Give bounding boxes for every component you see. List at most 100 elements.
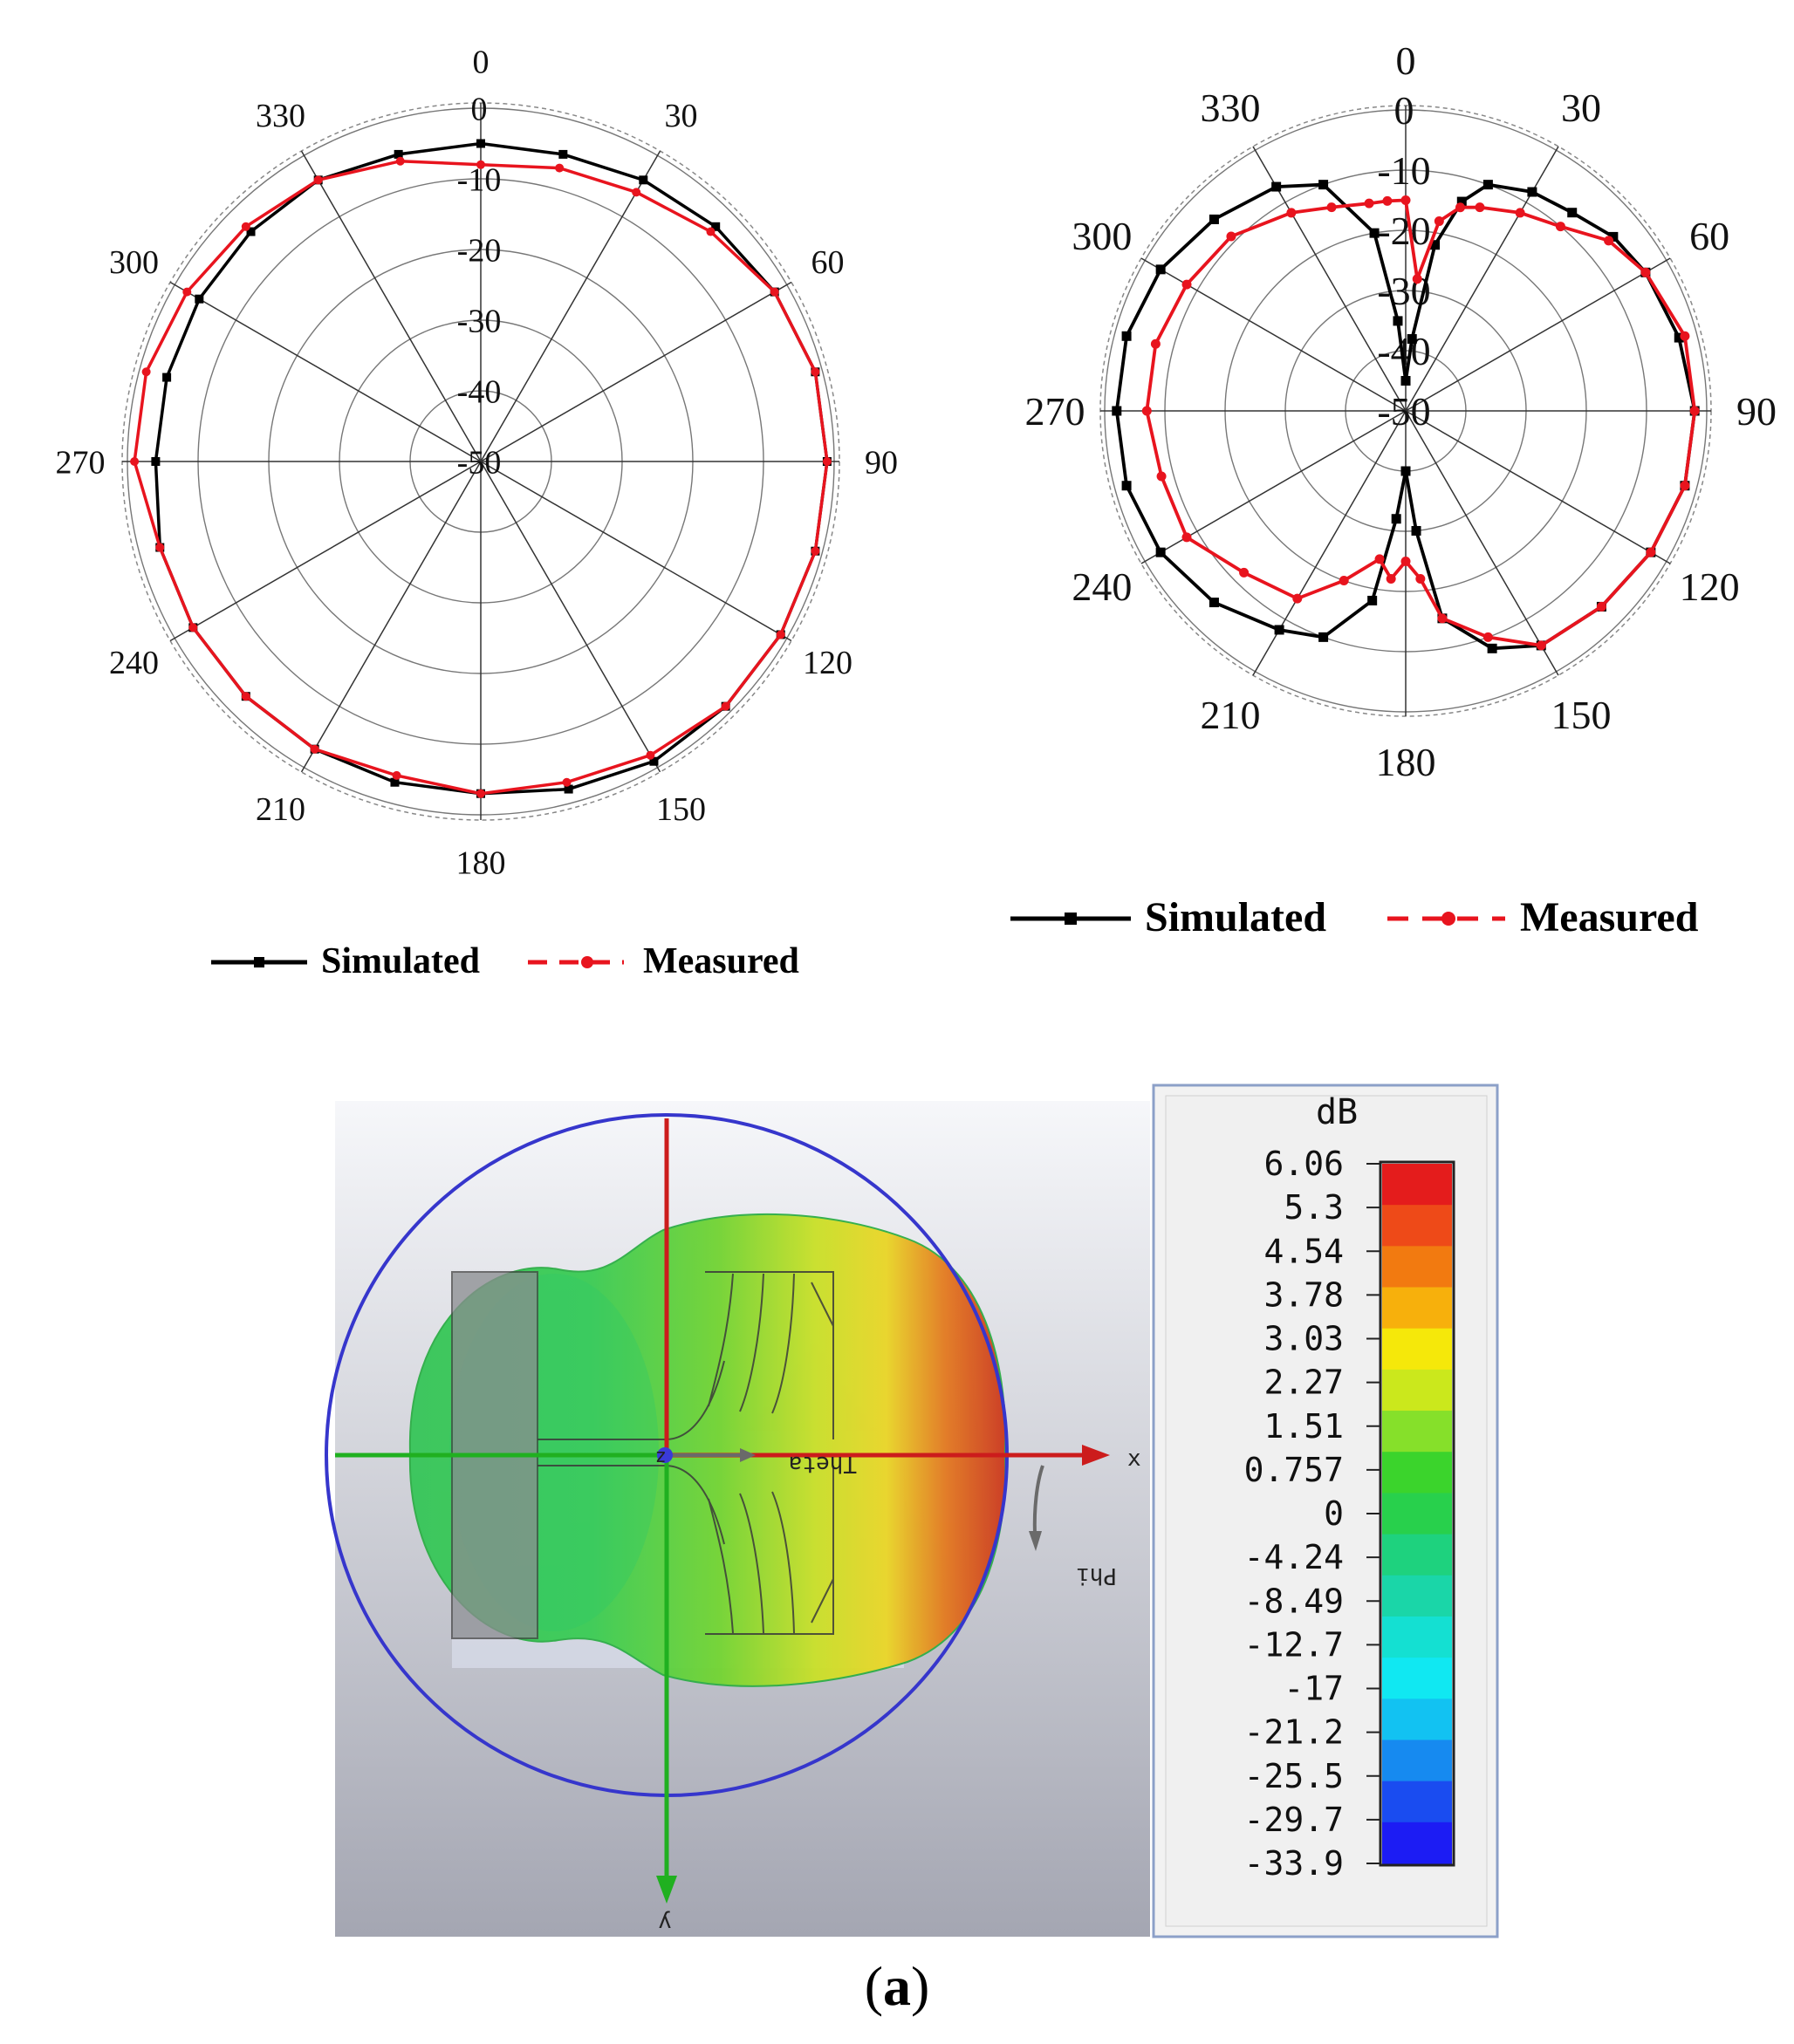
- polar-spoke: [300, 461, 482, 773]
- colorbar-label: 2.27: [1263, 1364, 1344, 1402]
- series-marker-simulated: [1430, 240, 1441, 250]
- angle-tick-label: 300: [109, 244, 159, 281]
- series-marker-measured: [1150, 338, 1161, 349]
- series-marker-simulated: [394, 149, 403, 159]
- angle-tick-label: 300: [1072, 214, 1132, 258]
- series-marker-simulated: [390, 777, 400, 787]
- series-marker-measured: [1412, 274, 1422, 284]
- polar-spoke: [480, 150, 661, 462]
- colorbar-swatch: [1382, 1287, 1452, 1330]
- legend-simulated-label: Simulated: [321, 941, 480, 981]
- angle-tick-label: 30: [1561, 85, 1601, 130]
- series-marker-simulated: [162, 373, 172, 382]
- polar-spoke: [480, 281, 792, 462]
- series-marker-simulated: [1393, 316, 1403, 326]
- radial-tick-label: -20: [457, 232, 502, 269]
- colorbar-swatch: [1382, 1781, 1452, 1823]
- series-marker-measured: [1680, 481, 1690, 491]
- series-marker-simulated: [1674, 332, 1684, 343]
- axis-x-label: x: [1127, 1446, 1141, 1472]
- series-marker-simulated: [649, 756, 659, 766]
- angle-tick-label: 330: [256, 98, 305, 134]
- series-marker-measured: [1286, 208, 1297, 218]
- colorbar-label: 6.06: [1263, 1145, 1344, 1183]
- polar-spoke: [480, 461, 792, 642]
- axis-x-arrowhead: [1082, 1445, 1110, 1466]
- series-marker-measured: [395, 156, 405, 166]
- colorbar-swatch: [1382, 1246, 1452, 1289]
- polar-spoke: [480, 461, 661, 773]
- series-marker-measured: [141, 367, 151, 377]
- radial-tick-label: -30: [457, 303, 502, 339]
- series-marker-simulated: [151, 457, 161, 466]
- angle-tick-label: 210: [1201, 693, 1261, 737]
- series-marker-measured: [130, 457, 140, 466]
- colorbar-label: 0: [1324, 1494, 1344, 1533]
- series-marker-measured: [562, 777, 572, 787]
- angle-tick-label: 30: [665, 98, 698, 134]
- polar-spoke: [169, 281, 482, 462]
- series-marker-measured: [1604, 236, 1614, 246]
- radial-tick-label: 0: [1394, 88, 1414, 133]
- origin-dot: [657, 1447, 673, 1463]
- series-marker-measured: [1226, 231, 1236, 242]
- polar-spoke: [300, 150, 482, 462]
- angle-tick-label: 180: [456, 844, 506, 881]
- series-marker-simulated: [476, 139, 485, 148]
- series-marker-simulated: [1274, 625, 1284, 635]
- series-marker-measured: [1680, 331, 1690, 341]
- legend-measured-label: Measured: [643, 941, 799, 981]
- colorbar-label: -21.2: [1244, 1713, 1344, 1752]
- series-marker-simulated: [1527, 187, 1537, 197]
- series-marker-simulated: [1121, 331, 1132, 341]
- series-marker-measured: [1437, 613, 1448, 624]
- legend-simulated-label: Simulated: [1145, 894, 1326, 940]
- colorbar-label: 1.51: [1263, 1407, 1344, 1446]
- series-marker-measured: [1382, 195, 1393, 206]
- theta-arrowhead: [740, 1448, 756, 1462]
- legend-simulated-marker: [1065, 913, 1077, 925]
- series-marker-measured: [476, 789, 485, 798]
- series-marker-measured: [706, 227, 716, 236]
- series-marker-measured: [1646, 547, 1656, 557]
- series-marker-simulated: [564, 784, 573, 794]
- series-marker-simulated: [246, 227, 256, 236]
- series-marker-simulated: [1155, 547, 1166, 557]
- angle-tick-label: 240: [1072, 564, 1132, 609]
- series-marker-measured: [822, 457, 832, 466]
- series-marker-simulated: [639, 175, 648, 185]
- colorbar-label: -4.24: [1244, 1538, 1344, 1576]
- colorbar-swatch: [1382, 1740, 1452, 1782]
- axis-y-arrowhead: [656, 1876, 677, 1904]
- series-marker-simulated: [1209, 214, 1219, 224]
- axis-y-label: y: [658, 1910, 672, 1936]
- series-marker-measured: [1326, 202, 1337, 213]
- angle-tick-label: 90: [1736, 389, 1777, 434]
- series-marker-measured: [1386, 573, 1396, 584]
- series-marker-measured: [1339, 576, 1349, 586]
- angle-tick-label: 180: [1376, 740, 1436, 784]
- phi-arrowhead: [1029, 1531, 1042, 1551]
- colorbar-swatch: [1382, 1822, 1452, 1864]
- series-marker-measured: [1400, 195, 1411, 205]
- colorbar-panel: dB 6.06 5.3 4.54 3.78 3.03 2.27 1.51 0.757 0 -4.2…: [1152, 1084, 1499, 1938]
- series-marker-simulated: [1400, 466, 1411, 476]
- series-marker-simulated: [711, 222, 721, 231]
- phi-arrow: [1032, 1465, 1044, 1535]
- angle-tick-label: 270: [1025, 389, 1085, 434]
- colorbar-swatch: [1382, 1493, 1452, 1535]
- series-marker-measured: [1400, 557, 1411, 566]
- series-marker-measured: [241, 222, 250, 231]
- colorbar-label: 3.03: [1263, 1320, 1344, 1358]
- angle-tick-label: 120: [1680, 564, 1740, 609]
- series-marker-measured: [1515, 208, 1525, 218]
- series-marker-measured: [1181, 532, 1192, 543]
- series-marker-simulated: [1482, 180, 1493, 190]
- colorbar-swatch: [1382, 1575, 1452, 1617]
- series-marker-measured: [310, 744, 319, 754]
- legend-measured-marker: [581, 956, 593, 968]
- radial-tick-label: -20: [1377, 209, 1430, 253]
- legend-measured-label: Measured: [1520, 894, 1699, 940]
- series-marker-simulated: [558, 149, 568, 159]
